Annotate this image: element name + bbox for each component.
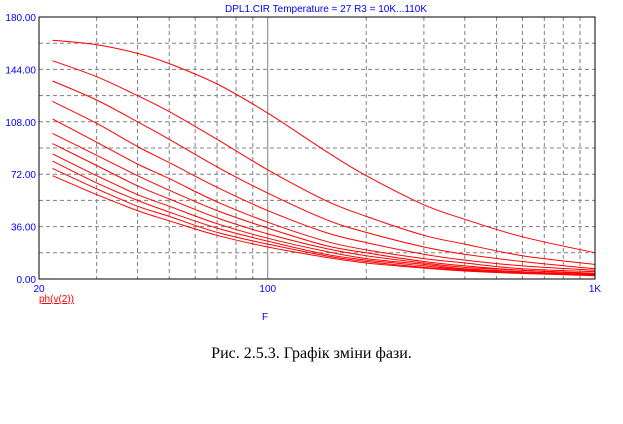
phase-curve — [52, 153, 596, 276]
phase-curve — [52, 39, 596, 254]
x-tick-label: 1K — [589, 284, 602, 295]
chart-title: DPL1.CIR Temperature = 27 R3 = 10K...110… — [225, 4, 427, 15]
chart-grid — [39, 17, 595, 279]
figure-caption: Рис. 2.5.3. Графік зміни фази. — [211, 345, 412, 362]
phase-curve — [52, 118, 596, 273]
phase-curve — [52, 175, 596, 277]
phase-curve — [52, 80, 596, 270]
legend-label: ph(v(2)) — [39, 294, 74, 305]
y-tick-label: 144.00 — [5, 65, 36, 76]
phase-curve — [52, 160, 596, 276]
x-axis-label: F — [262, 312, 268, 323]
y-tick-label: 0.00 — [17, 275, 37, 286]
phase-curve — [52, 167, 596, 276]
x-tick-label: 20 — [33, 284, 45, 295]
phase-curve — [52, 60, 596, 265]
y-tick-label: 72.00 — [11, 170, 36, 181]
phase-chart: DPL1.CIR Temperature = 27 R3 = 10K...110… — [5, 4, 601, 323]
y-tick-label: 108.00 — [5, 118, 36, 129]
phase-curve — [52, 132, 596, 274]
y-tick-label: 180.00 — [5, 13, 36, 24]
chart-curves — [52, 39, 596, 277]
x-tick-label: 100 — [259, 284, 276, 295]
plot-frame — [38, 16, 596, 280]
y-axis-ticks: 0.00 36.00 72.00 108.00 144.00 180.00 — [5, 13, 36, 286]
phase-curve — [52, 143, 596, 275]
phase-curve — [52, 100, 596, 271]
x-axis-ticks: 20 100 1K — [33, 284, 601, 295]
y-tick-label: 36.00 — [11, 223, 36, 234]
